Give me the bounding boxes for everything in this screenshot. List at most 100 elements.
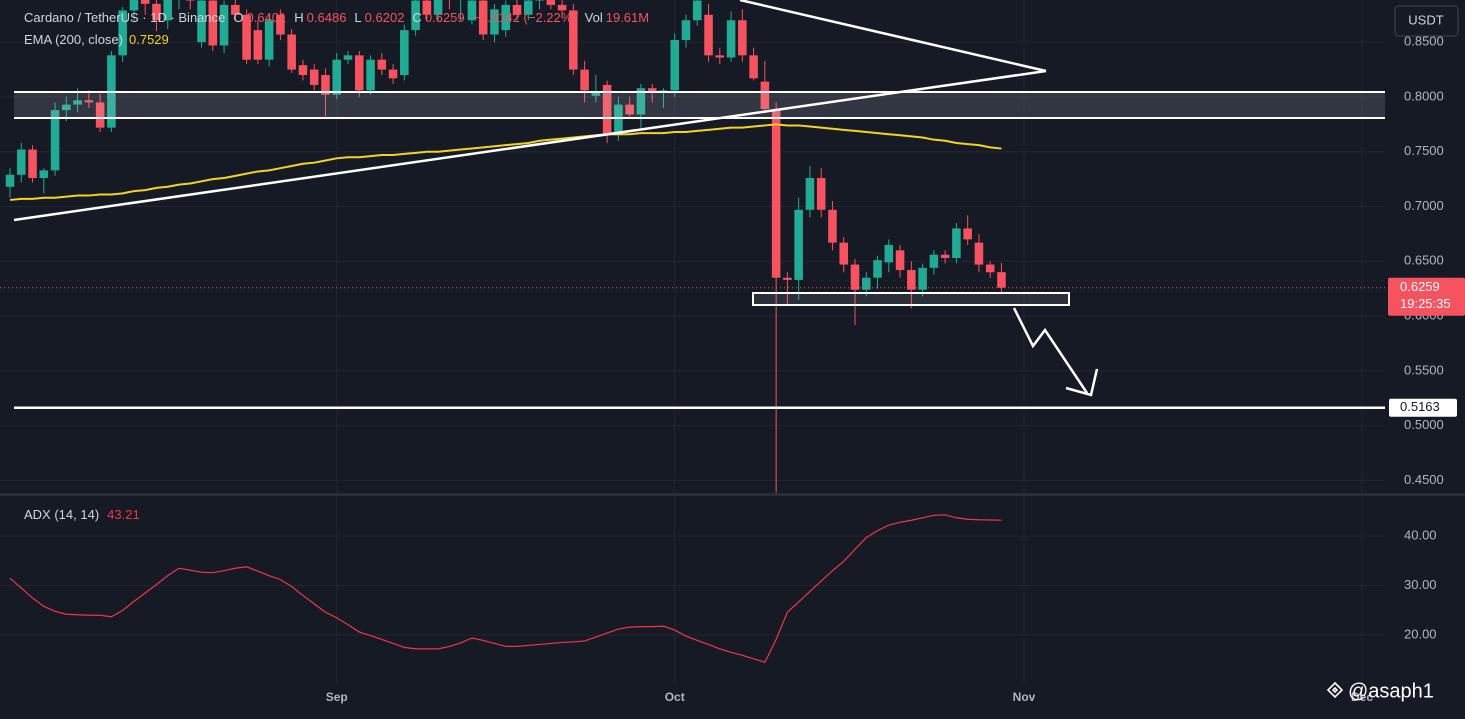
watermark-icon xyxy=(1326,681,1344,699)
ohlc-key: O xyxy=(233,10,244,25)
ema-name: EMA (200, close) xyxy=(24,32,123,47)
candle-body xyxy=(963,228,972,240)
ohlc-value: 0.6401 xyxy=(246,10,287,25)
candle-body xyxy=(974,242,984,265)
candle-body xyxy=(704,14,713,56)
candle-body xyxy=(647,88,657,92)
candle-body xyxy=(501,4,511,31)
adx-name: ADX (14, 14) xyxy=(24,507,100,522)
y-tick-label: 40.00 xyxy=(1404,528,1437,543)
grid-layer xyxy=(0,0,1385,685)
x-tick-label: Oct xyxy=(665,690,685,704)
drawings xyxy=(0,0,1385,410)
price-legend: Cardano / TetherUS · 1D · Binance O 0.6401… xyxy=(24,10,657,25)
ohlc-value: 0.6259 xyxy=(424,10,465,25)
candle-body xyxy=(659,90,668,92)
candle-body xyxy=(569,10,578,70)
candle-body xyxy=(692,0,702,21)
triangle-lower xyxy=(13,69,1047,222)
candle-body xyxy=(62,104,71,111)
candle-body xyxy=(794,209,803,280)
legend-title: Cardano / TetherUS · 1D · Binance xyxy=(24,10,226,25)
candle-body xyxy=(321,75,330,95)
candle-body xyxy=(253,30,263,60)
candle-body xyxy=(197,0,206,43)
resistance-zone xyxy=(14,92,1385,118)
y-tick-label: 20.00 xyxy=(1404,626,1437,641)
candle-body xyxy=(884,244,894,263)
candle-body xyxy=(749,55,758,79)
candle-body xyxy=(918,267,927,290)
candle-body xyxy=(377,59,387,70)
candle-body xyxy=(140,0,150,4)
candle-body xyxy=(535,0,544,1)
candle-body xyxy=(411,0,420,31)
candle-body xyxy=(771,109,781,278)
candle-body xyxy=(895,250,905,271)
candle-body xyxy=(366,59,375,91)
support-box xyxy=(752,292,1070,306)
candle-body xyxy=(343,55,353,60)
x-tick-label: Dec xyxy=(1351,690,1373,704)
candle-body xyxy=(816,178,826,210)
candle-body xyxy=(952,228,961,259)
triangle-upper xyxy=(739,0,1047,73)
candle-body xyxy=(129,0,139,11)
price-pane xyxy=(5,0,1006,493)
adx-legend: ADX (14, 14) 43.21 xyxy=(24,507,143,522)
candle-body xyxy=(591,92,601,96)
ohlc-key: L xyxy=(354,10,362,25)
price-tags: 0.5163 0.6259 19:25:35 xyxy=(1388,277,1465,417)
candle-body xyxy=(39,170,49,179)
y-tick-label: 0.5500 xyxy=(1404,362,1444,377)
change-label: −0.0142 (−2.22%) xyxy=(472,10,577,25)
ema-legend: EMA (200, close) 0.7529 xyxy=(24,32,172,47)
watermark-text: @asaph1 xyxy=(1348,680,1434,702)
volume-key: Vol xyxy=(584,10,603,25)
candle-body xyxy=(152,3,161,21)
candle-body xyxy=(512,4,522,15)
watermark: @asaph1 xyxy=(1326,680,1434,702)
candle-body xyxy=(839,242,849,265)
ohlc-value: 0.6486 xyxy=(306,10,347,25)
axis-layer: 0.45000.50000.55000.60000.65000.70000.75… xyxy=(326,34,1444,705)
candle-body xyxy=(715,55,725,58)
level-tag: 0.5163 xyxy=(1400,399,1440,414)
candle-body xyxy=(309,69,319,85)
y-tick-label: 0.7000 xyxy=(1404,198,1444,213)
candle-body xyxy=(997,272,1006,288)
ohlc-value: 0.6202 xyxy=(364,10,405,25)
candle-body xyxy=(433,0,443,15)
currency-button[interactable] xyxy=(1394,5,1459,37)
x-tick-label: Sep xyxy=(326,690,348,704)
candle-body xyxy=(523,0,533,15)
candle-body xyxy=(84,100,94,103)
candle-body xyxy=(422,0,432,15)
ema-value: 0.7529 xyxy=(129,32,169,47)
candle-body xyxy=(873,260,882,278)
candle-body xyxy=(298,65,308,76)
candle-body xyxy=(185,0,195,1)
candle-body xyxy=(242,14,251,60)
candle-body xyxy=(28,149,37,179)
y-tick-label: 0.8500 xyxy=(1404,34,1444,49)
candle-body xyxy=(546,0,556,5)
candle-body xyxy=(861,277,871,290)
candle-body xyxy=(354,55,364,91)
candle-body xyxy=(940,254,950,259)
candle-body xyxy=(828,209,837,243)
currency-label[interactable]: USDT xyxy=(1408,12,1443,27)
ohlc-key: H xyxy=(294,10,304,25)
level-tag-bg xyxy=(1389,398,1457,417)
price-tag: 0.6259 xyxy=(1400,279,1440,294)
candle-body xyxy=(467,0,477,21)
price-tag-bg xyxy=(1388,277,1465,316)
arrow-head xyxy=(1065,368,1099,397)
y-tick-label: 0.4500 xyxy=(1404,472,1444,487)
candle-body xyxy=(726,20,736,58)
candle-body xyxy=(287,34,296,70)
ohlc-key: C xyxy=(412,10,422,25)
